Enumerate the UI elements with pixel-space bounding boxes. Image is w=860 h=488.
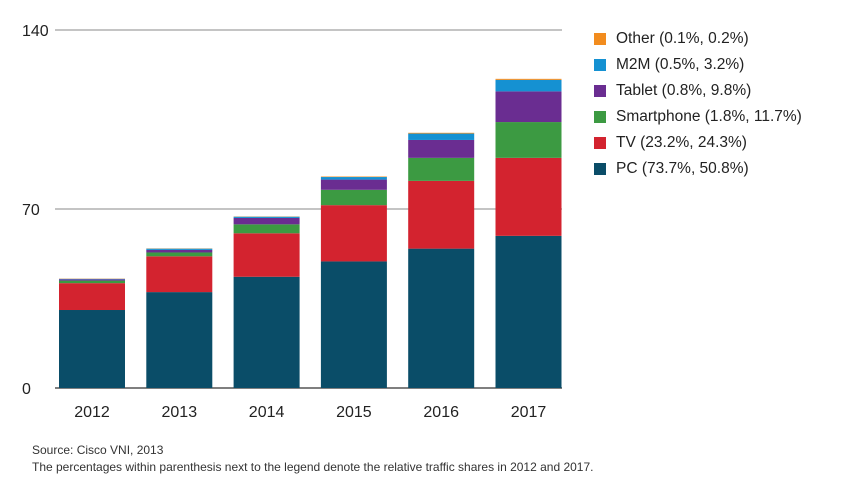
legend-swatch — [594, 85, 606, 97]
bar-segment-2015-2 — [320, 189, 387, 206]
legend-label: PC (73.7%, 50.8%) — [616, 160, 749, 177]
source-note: Source: Cisco VNI, 2013 — [32, 443, 164, 457]
bar-segment-2017-5 — [495, 78, 562, 80]
legend-label: M2M (0.5%, 3.2%) — [616, 56, 745, 73]
bar-segment-2012-2 — [59, 280, 125, 284]
bar-segment-2013-0 — [146, 292, 213, 388]
chart-footer: Source: Cisco VNI, 2013 The percentages … — [32, 442, 594, 476]
bar-segment-2015-5 — [320, 176, 387, 178]
legend-item: M2M (0.5%, 3.2%) — [594, 52, 802, 78]
bar-segment-2016-0 — [408, 248, 475, 388]
x-tick-label: 2017 — [511, 404, 547, 421]
bar-segment-2014-1 — [233, 233, 300, 277]
legend-label: Tablet (0.8%, 9.8%) — [616, 82, 752, 99]
legend-label: Smartphone (1.8%, 11.7%) — [616, 108, 802, 125]
bar-segment-2012-3 — [59, 279, 125, 281]
y-tick-label: 0 — [22, 381, 31, 398]
bar-segment-2016-1 — [408, 180, 475, 249]
bar-segment-2015-3 — [320, 179, 387, 190]
stacked-bar-chart: 0 70 140 2012 2013 2014 2015 2016 2017 — [22, 23, 562, 421]
bar-segment-2014-3 — [233, 217, 300, 225]
bar-segment-2014-0 — [233, 276, 300, 388]
bar-segment-2015-1 — [320, 205, 387, 262]
bar-segment-2017-4 — [495, 79, 562, 92]
bar-segment-2013-2 — [146, 252, 213, 257]
bar-segment-2013-3 — [146, 249, 213, 253]
bar-segment-2016-3 — [408, 139, 475, 158]
legend-explanation: The percentages within parenthesis next … — [32, 460, 594, 474]
x-tick-label: 2013 — [162, 404, 198, 421]
bar-segment-2016-2 — [408, 157, 475, 181]
bar-segment-2012-1 — [59, 283, 125, 311]
bar-segment-2012-4 — [59, 278, 125, 280]
legend-swatch — [594, 59, 606, 71]
bar-segment-2015-0 — [320, 261, 387, 388]
x-tick-label: 2016 — [423, 404, 459, 421]
bar-segment-2017-0 — [495, 235, 562, 388]
bar-segment-2013-1 — [146, 256, 213, 293]
legend-item: Smartphone (1.8%, 11.7%) — [594, 104, 802, 130]
bar-segment-2015-4 — [320, 177, 387, 180]
chart-legend: Other (0.1%, 0.2%) M2M (0.5%, 3.2%) Tablet… — [594, 26, 802, 182]
y-tick-label: 140 — [22, 23, 49, 40]
y-tick-label: 70 — [22, 202, 40, 219]
legend-item: PC (73.7%, 50.8%) — [594, 156, 802, 182]
legend-item: TV (23.2%, 24.3%) — [594, 130, 802, 156]
legend-swatch — [594, 137, 606, 149]
bar-segment-2014-4 — [233, 216, 300, 218]
bar-segment-2017-1 — [495, 157, 562, 236]
legend-item: Other (0.1%, 0.2%) — [594, 26, 802, 52]
x-tick-label: 2012 — [74, 404, 110, 421]
bar-segment-2017-3 — [495, 91, 562, 123]
bar-segment-2013-4 — [146, 248, 213, 250]
x-tick-label: 2015 — [336, 404, 372, 421]
x-tick-label: 2014 — [249, 404, 285, 421]
bar-segment-2016-5 — [408, 132, 475, 134]
legend-swatch — [594, 163, 606, 175]
bar-segment-2012-0 — [59, 310, 125, 388]
legend-label: Other (0.1%, 0.2%) — [616, 30, 749, 47]
legend-item: Tablet (0.8%, 9.8%) — [594, 78, 802, 104]
legend-label: TV (23.2%, 24.3%) — [616, 134, 747, 151]
bar-segment-2014-2 — [233, 224, 300, 234]
bar-segment-2017-2 — [495, 122, 562, 158]
legend-swatch — [594, 33, 606, 45]
bar-segment-2016-4 — [408, 133, 475, 140]
legend-swatch — [594, 111, 606, 123]
